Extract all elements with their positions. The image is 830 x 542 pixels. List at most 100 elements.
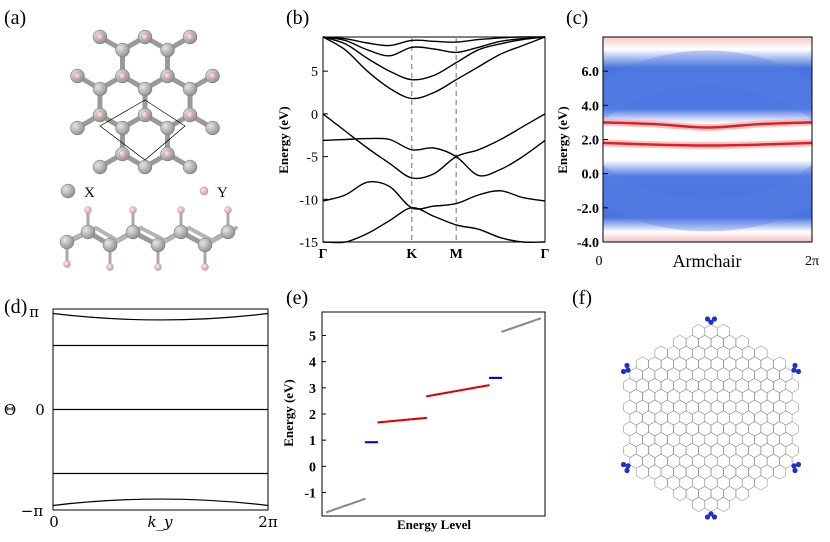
side-y-atom [84,206,92,214]
side-view [59,206,238,271]
level-frame [321,311,546,517]
edge-state-lines [602,118,813,150]
spectrum-y-ticklabel: 0.0 [582,168,600,183]
side-x-atom [197,237,213,253]
wilson-y-tick-0: 0 [35,401,45,419]
level-y-ticklabel: 5 [309,330,316,345]
band-line-cb2 [322,36,546,81]
wilson-loop-plot: π 0 −π Θ 0 2π k_y [4,303,278,531]
wilson-ylabel: Θ [4,401,16,419]
y-atom [163,150,172,158]
spectrum-y-ticklabel: -2.0 [577,202,599,217]
corner-state-dot [711,316,718,322]
panel-label-e: (e) [286,287,308,309]
panel-label-a: (a) [4,7,26,29]
side-y-atom [129,206,137,214]
band-line-cb1 [322,36,546,100]
x-atom [160,120,175,136]
band-x-ticklabel: Γ [319,247,328,262]
corner-state-dot [704,514,711,520]
level-ylabel: Energy (eV) [281,379,296,447]
band-x-ticklabel: M [450,247,463,262]
legend-y-marker [199,186,209,196]
x-atom [182,81,198,97]
band-line-cb4 [322,36,546,47]
corner-state-dot [792,467,798,474]
wilson-x-tick-2pi: 2π [258,513,278,531]
lower-bulk-shade [603,165,812,232]
legend-x-marker [60,183,76,199]
edge-state-line [602,121,813,129]
band-y-ticklabel: 0 [311,108,318,123]
level-point-corner-2 [500,376,503,379]
level-point-bulk-high [538,317,542,320]
level-xlabel: Energy Level [397,517,471,532]
spectrum-xlabel: Armchair [673,251,742,271]
y-atom [141,33,149,41]
spectrum-x-tick-2pi: 2π [805,254,819,269]
y-atom [186,33,194,41]
level-point-edge-2 [487,384,490,387]
panel-label-b: (b) [286,7,309,29]
band-line-cb3 [322,36,546,57]
spectrum-y-ticklabel: 6.0 [582,65,600,80]
spectrum-y-ticklabel: -4.0 [577,236,599,251]
lattice-bonds [74,34,216,170]
level-points [325,317,542,514]
side-y-atom [224,206,232,214]
band-x-ticklabel: K [406,247,417,262]
side-y-atom [106,263,114,271]
x-atom [70,120,85,136]
side-x-atom [59,234,75,250]
y-atom [141,111,149,119]
side-bond-back [139,226,168,243]
spectrum-y-ticklabel: 4.0 [582,99,600,114]
legend-x-label: X [84,185,95,201]
band-line-band1 [322,113,546,180]
corner-state-dot [795,368,802,375]
wilson-line-w5 [52,498,269,507]
x-atom [182,159,198,175]
band-structure-plot: 5 0 -5 -10 -15 Γ K M Γ Energy (eV) [276,36,550,262]
side-x-atom [150,237,166,253]
lattice-structure: X Y [59,29,238,271]
legend-y: Y [199,185,228,201]
level-point-bulk-low [363,497,366,501]
flake-cells [623,324,799,512]
x-atom [137,159,153,175]
corner-state-dot [624,362,630,369]
corner-state-dot [620,461,627,468]
corner-state-dot [792,362,798,369]
band-y-ticklabel: 5 [311,65,318,80]
corner-state-dot [791,463,797,469]
x-atom [92,159,108,175]
y-atom [163,72,172,80]
side-x-atom [125,224,141,240]
side-y-atom [177,206,185,214]
level-y-ticks: 5 4 3 2 1 0 -1 [304,330,326,501]
x-atom [92,81,108,97]
level-point-edge-1 [424,416,428,419]
band-line-band3 [322,180,546,210]
corner-state-dot [620,368,627,375]
hexagonal-flake [620,316,802,520]
band-y-ticklabel: -10 [299,193,318,208]
x-atom [115,42,130,58]
spectrum-x-tick-0: 0 [596,254,603,269]
y-atom [118,72,127,80]
side-x-atom [220,224,236,240]
band-lines [322,36,546,244]
side-bond-back [187,226,215,243]
level-point-corner-1 [376,441,379,444]
corner-state-dot [624,467,630,474]
side-y-atom [63,260,71,268]
spectrum-y-ticks: 6.0 4.0 2.0 0.0 -2.0 -4.0 [577,65,608,251]
wilson-lines [52,312,269,507]
x-atom [205,120,220,136]
corner-state-dot [791,367,797,373]
corner-state-dot [708,511,714,517]
level-y-ticklabel: 2 [309,408,316,423]
band-x-ticklabel: Γ [541,247,550,262]
